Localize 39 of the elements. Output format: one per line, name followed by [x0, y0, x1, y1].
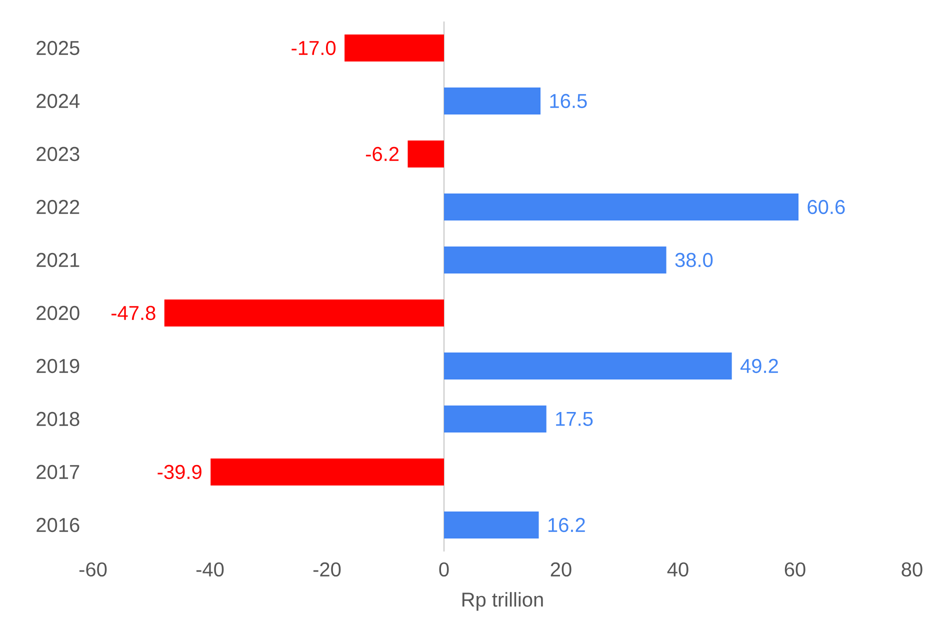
- data-label: 60.6: [808, 200, 845, 214]
- y-tick-label: 2020: [36, 306, 80, 320]
- x-axis-title: Rp trillion: [462, 592, 543, 611]
- y-tick-label: 2021: [36, 252, 80, 268]
- bar: [210, 458, 444, 486]
- data-label: -6.2: [366, 146, 399, 162]
- bar: [164, 300, 444, 327]
- y-tick-label: 2024: [36, 94, 80, 108]
- y-tick-label: 2023: [36, 146, 80, 162]
- bar: [444, 194, 799, 221]
- x-tick-label: 0: [439, 562, 449, 577]
- data-label: 49.2: [740, 358, 778, 374]
- x-tick-label: -20: [313, 562, 341, 577]
- x-tick-label: 20: [550, 562, 572, 577]
- x-tick-label: 40: [667, 562, 688, 577]
- data-label: -17.0: [292, 40, 336, 56]
- x-tick-label: -60: [79, 562, 107, 577]
- data-label: 17.5: [556, 412, 593, 426]
- bar: [444, 352, 732, 380]
- bar: [444, 512, 539, 539]
- bar: [444, 406, 546, 433]
- y-tick-label: 2025: [36, 40, 80, 56]
- data-label: 16.5: [550, 94, 587, 108]
- bar: [444, 246, 666, 274]
- y-tick-label: 2019: [36, 358, 80, 374]
- y-tick-label: 2017: [36, 464, 80, 480]
- bar: [344, 34, 444, 62]
- y-tick-label: 2018: [36, 412, 80, 426]
- x-tick-label: 60: [784, 562, 806, 577]
- data-label: -47.8: [111, 306, 156, 320]
- bar: [408, 140, 444, 168]
- x-tick-label: 80: [902, 562, 922, 577]
- data-label: 16.2: [548, 518, 585, 532]
- bar: [444, 88, 541, 115]
- data-label: -39.9: [158, 464, 202, 480]
- x-tick-label: -40: [196, 562, 224, 577]
- y-tick-label: 2016: [36, 518, 80, 532]
- y-tick-label: 2022: [36, 200, 80, 214]
- data-label: 38.0: [675, 252, 713, 268]
